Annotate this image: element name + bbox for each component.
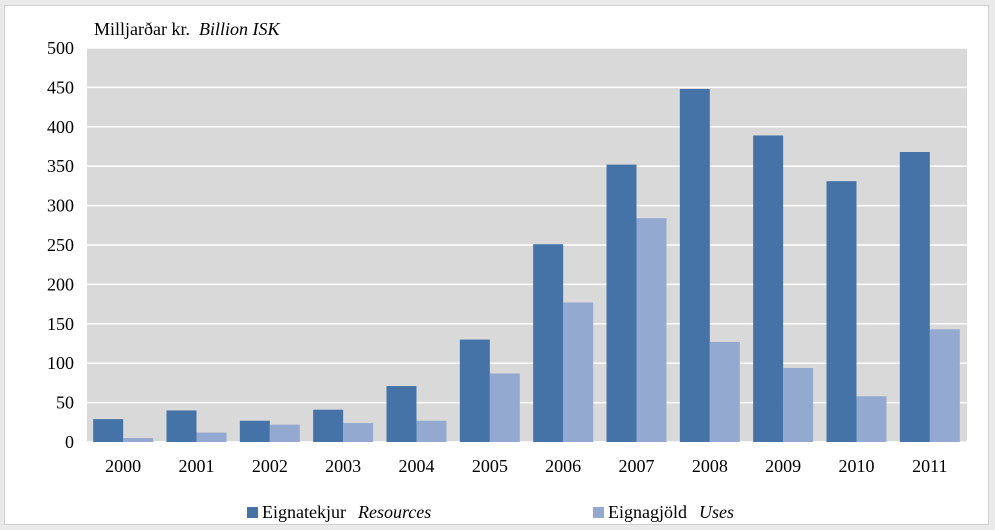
bar-resources-2008	[679, 88, 710, 442]
bar-resources-2009	[753, 135, 784, 442]
bar-resources-2001	[166, 410, 197, 442]
y-tick-label: 400	[47, 117, 74, 137]
legend-swatch-resources	[247, 507, 258, 518]
x-tick-label: 2001	[179, 456, 215, 476]
y-tick-label: 300	[47, 196, 74, 216]
bar-uses-2006	[563, 302, 594, 442]
x-tick-label: 2009	[765, 456, 801, 476]
bar-resources-2006	[533, 244, 564, 442]
bar-resources-2011	[899, 152, 930, 443]
bar-uses-2009	[783, 367, 814, 442]
bar-resources-2010	[826, 181, 857, 442]
y-tick-label: 350	[47, 156, 74, 176]
bar-uses-2000	[123, 438, 154, 442]
bar-resources-2005	[459, 339, 490, 442]
gridlines	[87, 47, 967, 443]
y-tick-label: 500	[47, 38, 74, 58]
x-axis-tick-labels: 2000 2001 2002 2003 2004 2005 2006 2007 2008 2009…	[105, 456, 947, 476]
x-tick-label: 2000	[105, 456, 141, 476]
x-tick-label: 2008	[692, 456, 728, 476]
y-tick-label: 450	[47, 77, 74, 97]
y-tick-label: 50	[56, 393, 74, 413]
legend: Eignatekjur Resources Eignagjöld Uses	[247, 502, 734, 522]
y-tick-label: 100	[47, 353, 74, 373]
y-tick-label: 200	[47, 274, 74, 294]
y-tick-label: 0	[65, 432, 74, 452]
legend-label-uses: Eignagjöld Uses	[608, 502, 734, 522]
unit-label: Milljarðar kr. Billion ISK	[94, 19, 280, 39]
x-tick-label: 2011	[912, 456, 947, 476]
x-tick-label: 2005	[472, 456, 508, 476]
bar-uses-2003	[343, 423, 374, 442]
bar-uses-2008	[709, 341, 740, 442]
bars	[93, 88, 960, 443]
bar-uses-2011	[929, 329, 960, 442]
bar-resources-2000	[93, 419, 124, 442]
bar-uses-2004	[416, 420, 447, 442]
y-tick-label: 150	[47, 314, 74, 334]
legend-swatch-uses	[593, 507, 604, 518]
x-tick-label: 2010	[839, 456, 875, 476]
bar-uses-2010	[856, 396, 887, 442]
x-tick-label: 2007	[619, 456, 655, 476]
bar-resources-2004	[386, 386, 417, 442]
legend-label-resources: Eignatekjur Resources	[262, 502, 431, 522]
bar-resources-2003	[313, 409, 344, 442]
bar-uses-2005	[489, 373, 520, 442]
bar-uses-2002	[269, 424, 300, 442]
x-tick-label: 2002	[252, 456, 288, 476]
x-tick-label: 2003	[325, 456, 361, 476]
x-tick-label: 2004	[399, 456, 435, 476]
x-tick-label: 2006	[545, 456, 581, 476]
bar-uses-2007	[636, 218, 667, 442]
y-tick-label: 250	[47, 235, 74, 255]
y-axis-tick-labels: 0 50 100 150 200 250 300 350 400 450 500	[47, 38, 74, 452]
bar-uses-2001	[196, 432, 227, 442]
bar-resources-2007	[606, 164, 637, 442]
bar-resources-2002	[239, 420, 270, 442]
